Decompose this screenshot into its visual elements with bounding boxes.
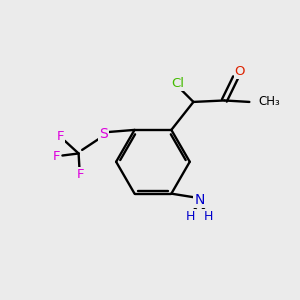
- Text: CH₃: CH₃: [258, 95, 280, 108]
- Text: O: O: [235, 65, 245, 78]
- Text: S: S: [99, 127, 108, 141]
- Text: N: N: [194, 193, 205, 206]
- Text: H: H: [186, 210, 195, 223]
- Text: F: F: [57, 130, 64, 143]
- Text: F: F: [53, 150, 60, 163]
- Text: H: H: [203, 210, 213, 223]
- Text: Cl: Cl: [172, 77, 184, 90]
- Text: F: F: [76, 168, 84, 181]
